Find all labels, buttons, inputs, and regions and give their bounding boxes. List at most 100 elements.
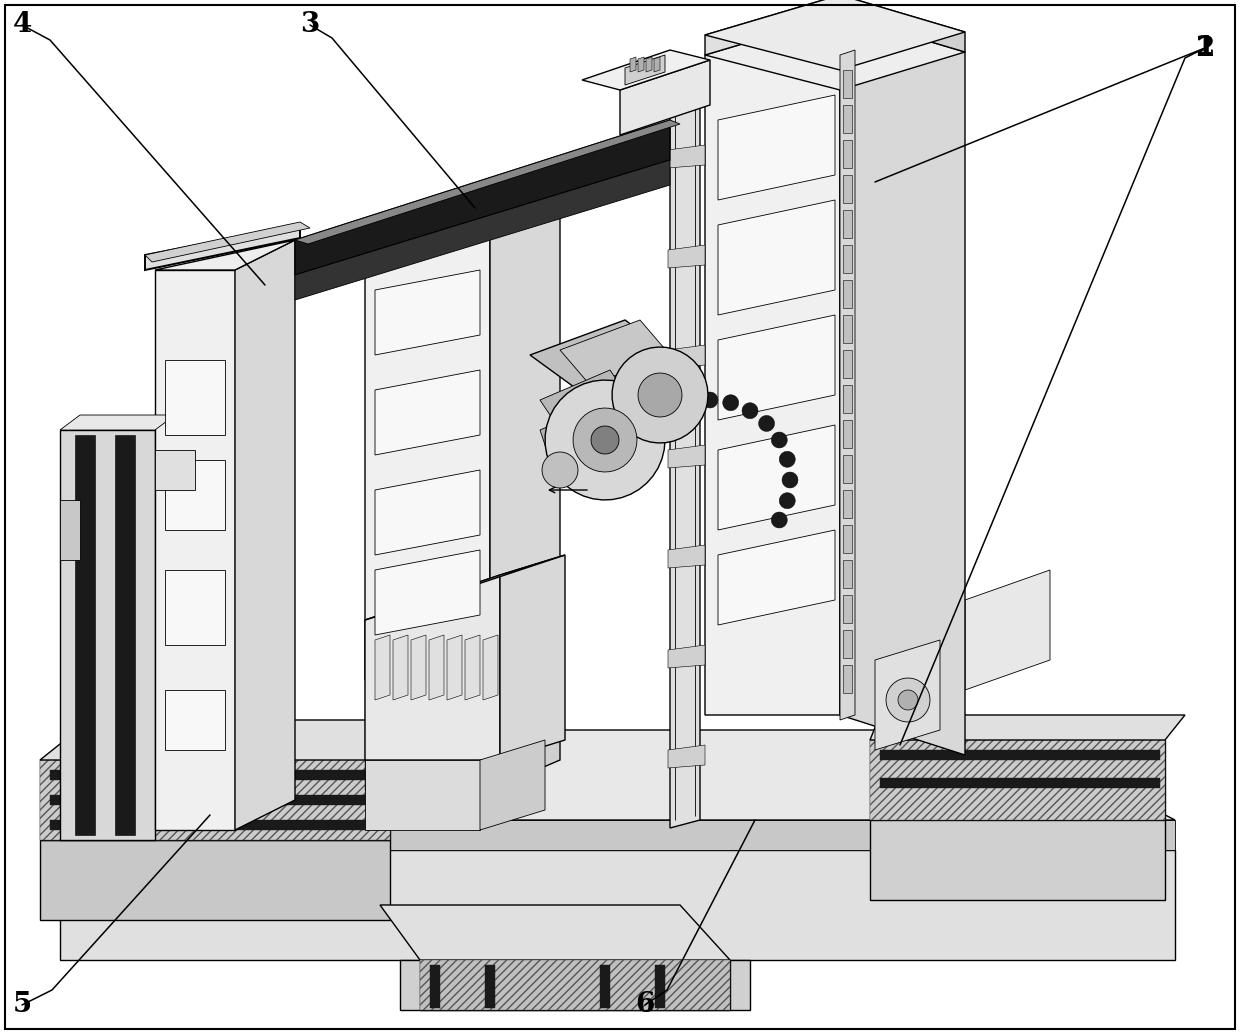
Polygon shape	[74, 435, 95, 835]
Polygon shape	[843, 280, 852, 308]
Polygon shape	[365, 555, 565, 620]
Polygon shape	[898, 690, 918, 710]
Polygon shape	[529, 320, 680, 395]
Polygon shape	[843, 210, 852, 238]
Polygon shape	[668, 145, 706, 168]
Polygon shape	[60, 500, 81, 560]
Polygon shape	[653, 57, 660, 72]
Polygon shape	[620, 60, 711, 135]
Polygon shape	[295, 160, 670, 300]
Polygon shape	[880, 778, 1159, 788]
Polygon shape	[706, 0, 839, 55]
Polygon shape	[655, 965, 665, 1008]
Polygon shape	[295, 120, 680, 244]
Polygon shape	[542, 452, 578, 488]
Polygon shape	[843, 349, 852, 378]
Polygon shape	[165, 570, 224, 645]
Polygon shape	[843, 245, 852, 273]
Polygon shape	[365, 180, 490, 680]
Polygon shape	[50, 820, 379, 830]
Polygon shape	[600, 965, 610, 1008]
Polygon shape	[839, 0, 965, 52]
Text: 5: 5	[12, 992, 32, 1018]
Polygon shape	[40, 720, 430, 760]
Polygon shape	[625, 55, 665, 85]
Polygon shape	[60, 850, 1176, 960]
Polygon shape	[668, 445, 706, 468]
Polygon shape	[718, 95, 835, 200]
Polygon shape	[706, 16, 965, 90]
Polygon shape	[365, 160, 560, 225]
Polygon shape	[585, 360, 680, 455]
Polygon shape	[880, 750, 1159, 760]
Polygon shape	[771, 432, 787, 448]
Text: 3: 3	[300, 11, 320, 38]
Polygon shape	[165, 690, 224, 750]
Polygon shape	[965, 570, 1050, 690]
Polygon shape	[718, 530, 835, 625]
Polygon shape	[40, 840, 391, 920]
Polygon shape	[839, 50, 856, 720]
Polygon shape	[702, 392, 718, 408]
Polygon shape	[374, 370, 480, 455]
Polygon shape	[365, 575, 500, 760]
Polygon shape	[60, 730, 1176, 820]
Polygon shape	[410, 635, 427, 700]
Polygon shape	[430, 965, 440, 1008]
Polygon shape	[365, 760, 480, 830]
Polygon shape	[480, 740, 546, 830]
Polygon shape	[379, 905, 730, 960]
Text: 1: 1	[1195, 34, 1215, 61]
Polygon shape	[742, 402, 758, 419]
Polygon shape	[670, 92, 701, 828]
Polygon shape	[870, 820, 1166, 900]
Polygon shape	[843, 420, 852, 448]
Polygon shape	[236, 240, 295, 830]
Polygon shape	[40, 760, 391, 840]
Polygon shape	[50, 770, 379, 780]
Polygon shape	[646, 416, 661, 431]
Polygon shape	[630, 57, 636, 72]
Polygon shape	[155, 240, 295, 270]
Polygon shape	[843, 630, 852, 658]
Polygon shape	[843, 175, 852, 203]
Polygon shape	[613, 347, 708, 443]
Polygon shape	[60, 820, 1176, 850]
Polygon shape	[843, 665, 852, 693]
Polygon shape	[420, 960, 730, 1010]
Polygon shape	[539, 370, 630, 430]
Polygon shape	[560, 320, 670, 385]
Polygon shape	[446, 635, 463, 700]
Polygon shape	[485, 965, 495, 1008]
Polygon shape	[843, 105, 852, 133]
Polygon shape	[718, 425, 835, 530]
Polygon shape	[420, 960, 730, 1010]
Polygon shape	[374, 550, 480, 635]
Polygon shape	[870, 740, 1166, 820]
Polygon shape	[681, 395, 697, 410]
Polygon shape	[60, 430, 155, 840]
Polygon shape	[639, 57, 644, 72]
Polygon shape	[662, 402, 678, 419]
Polygon shape	[843, 140, 852, 168]
Polygon shape	[40, 760, 391, 840]
Polygon shape	[500, 555, 565, 760]
Polygon shape	[155, 450, 195, 490]
Polygon shape	[429, 635, 444, 700]
Polygon shape	[295, 120, 670, 275]
Text: 4: 4	[12, 11, 32, 38]
Polygon shape	[582, 50, 711, 90]
Polygon shape	[374, 470, 480, 555]
Polygon shape	[393, 635, 408, 700]
Polygon shape	[155, 270, 236, 830]
Polygon shape	[870, 714, 1185, 740]
Polygon shape	[843, 490, 852, 518]
Polygon shape	[779, 451, 795, 467]
Polygon shape	[490, 650, 560, 790]
Polygon shape	[50, 795, 379, 805]
Polygon shape	[115, 435, 135, 835]
Polygon shape	[706, 16, 839, 714]
Polygon shape	[374, 270, 480, 355]
Polygon shape	[706, 0, 965, 70]
Polygon shape	[723, 395, 739, 410]
